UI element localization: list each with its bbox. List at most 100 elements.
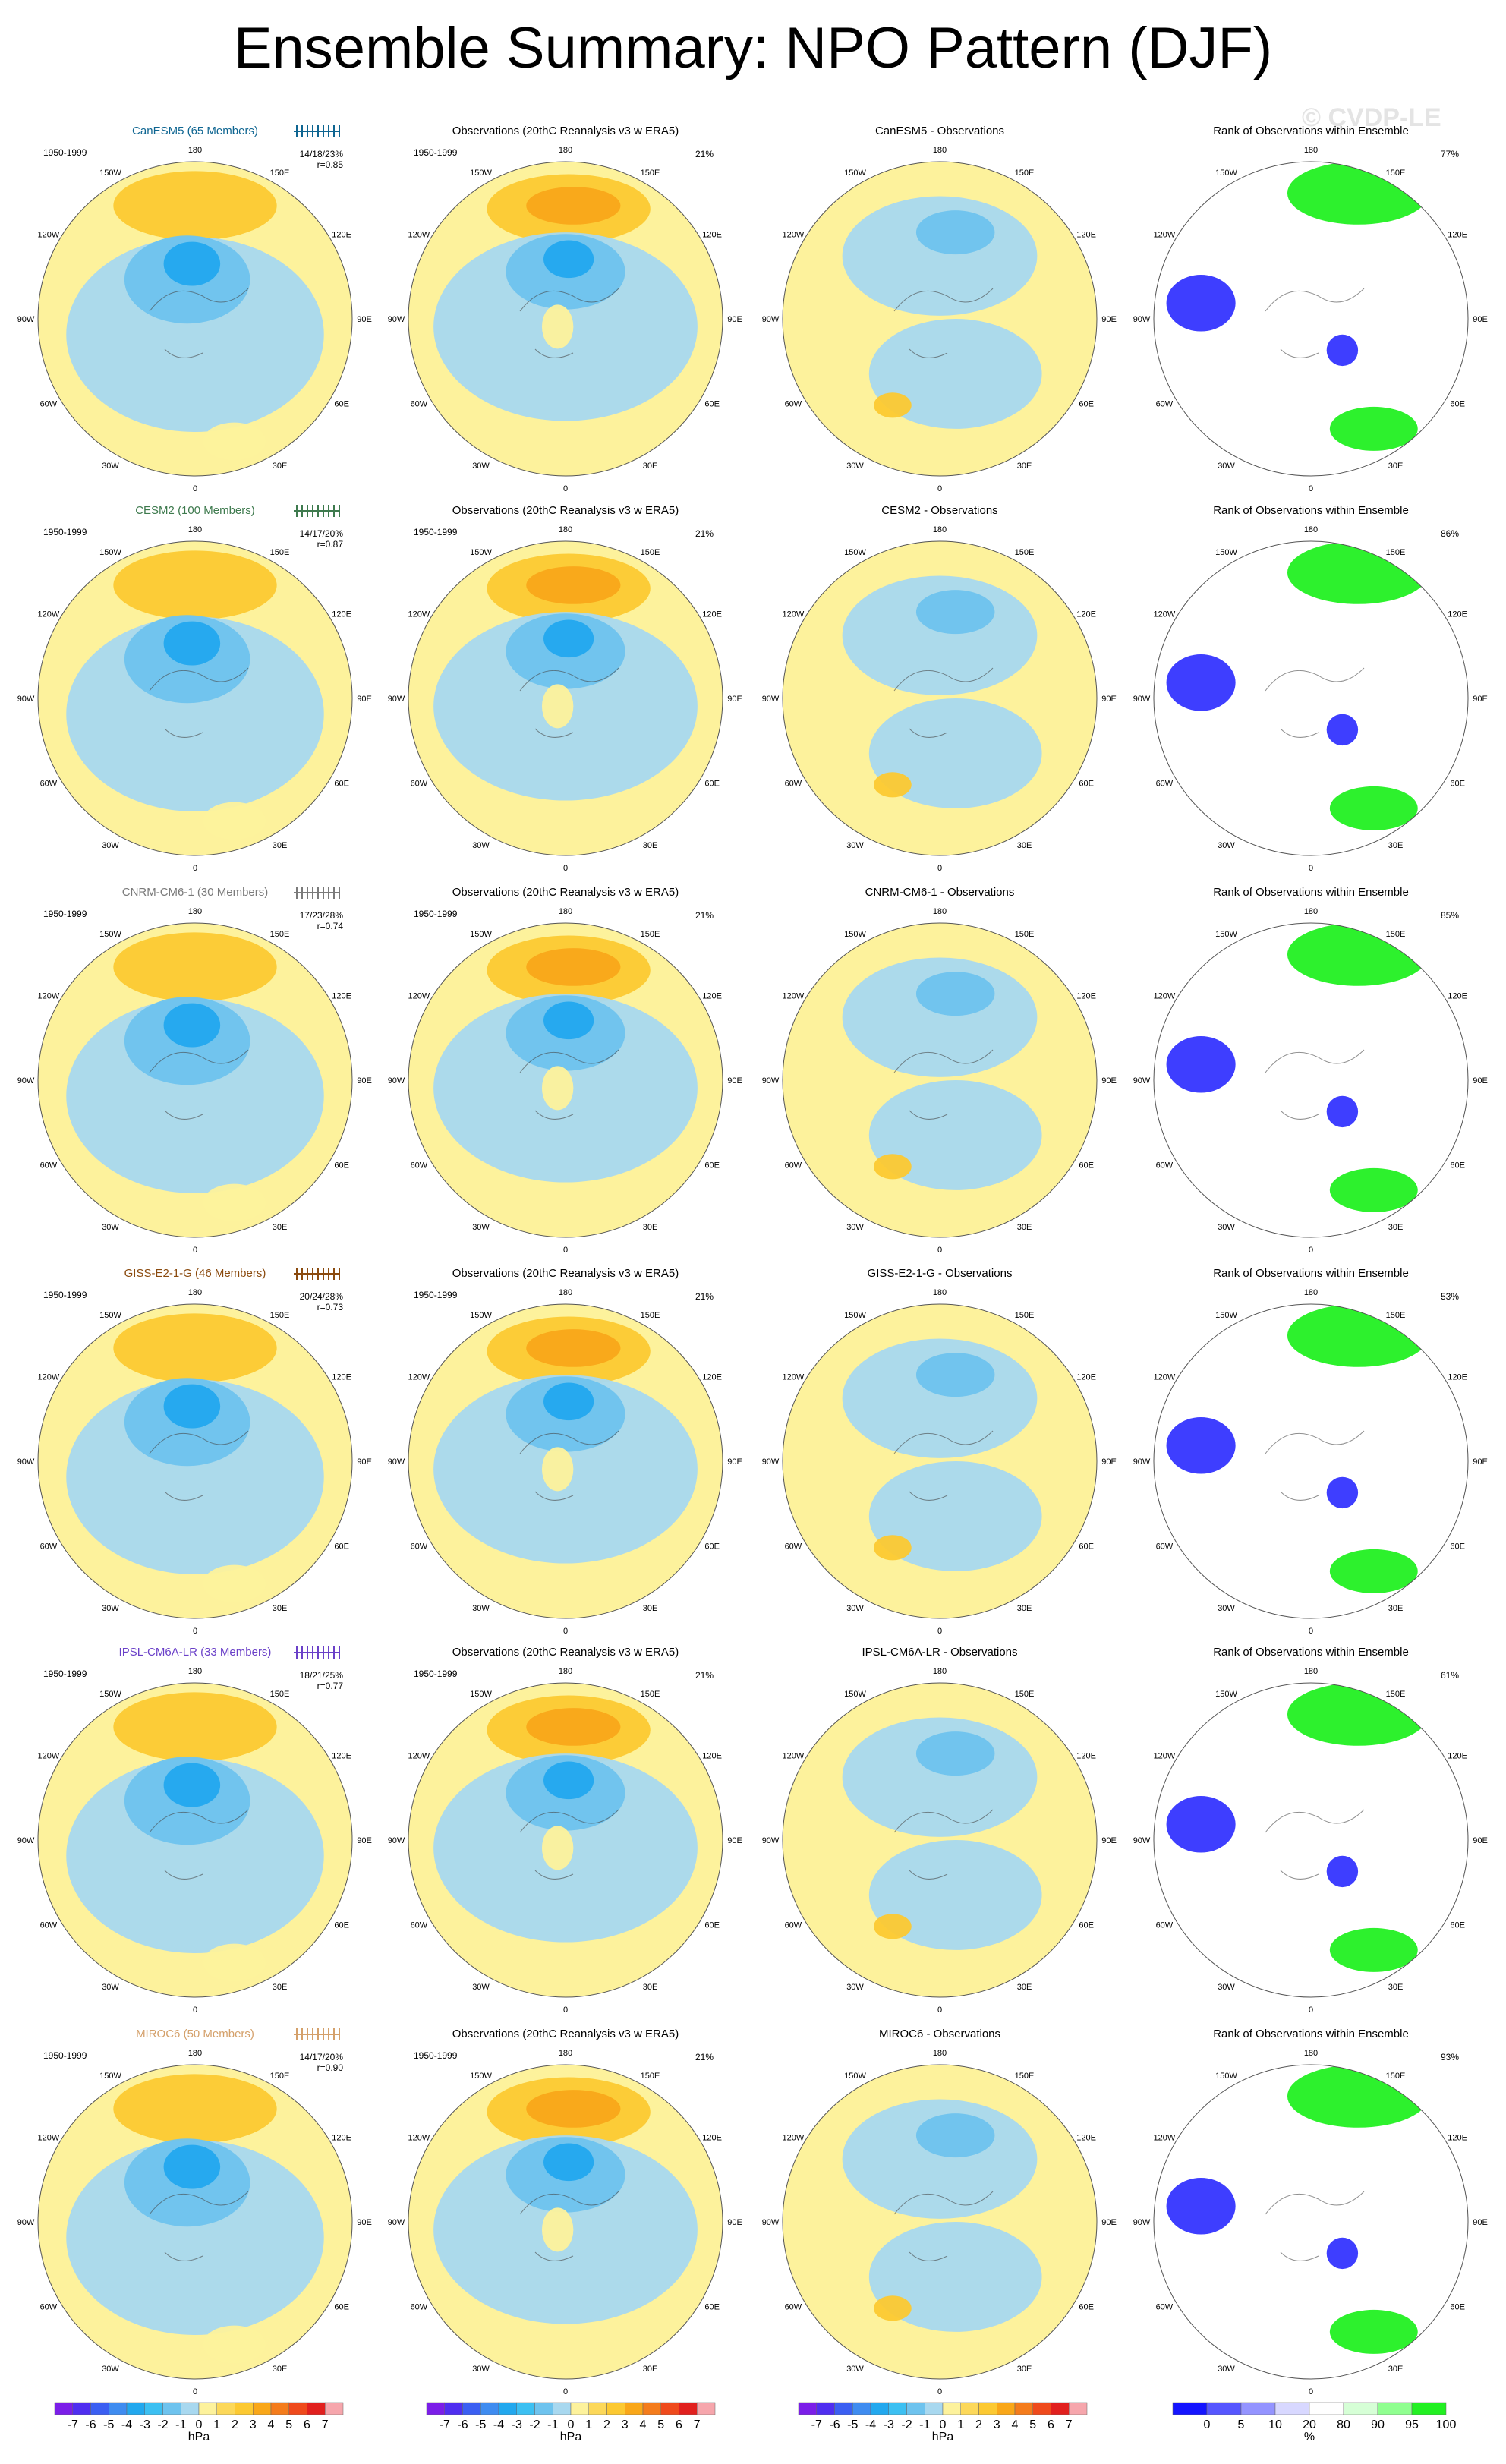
longitude-label: 90W (762, 315, 780, 324)
longitude-label: 150W (470, 930, 492, 939)
colorbar-tick-label: -1 (547, 2418, 558, 2431)
colorbar-swatch (1240, 2402, 1276, 2415)
longitude-label: 90W (1133, 1836, 1151, 1845)
obs-title: Observations (20thC Reanalysis v3 w ERA5… (452, 2028, 679, 2040)
polar-map-border (1153, 1303, 1469, 1619)
longitude-label: 90W (1133, 695, 1151, 704)
longitude-label: 120E (1448, 1373, 1467, 1382)
longitude-label: 150W (99, 930, 121, 939)
contour-region (113, 550, 277, 620)
longitude-label: 60W (1156, 780, 1174, 789)
longitude-label: 30W (102, 1223, 119, 1232)
longitude-label: 30W (472, 2365, 490, 2374)
longitude-label: 120E (1076, 231, 1096, 240)
longitude-label: 120E (1448, 2134, 1467, 2143)
contour-region (915, 210, 995, 255)
colorbar-swatch (570, 2402, 589, 2415)
longitude-label: 180 (933, 907, 947, 916)
longitude-label: 30E (643, 1983, 658, 1992)
longitude-label: 30E (1388, 841, 1404, 850)
longitude-label: 150W (844, 2072, 866, 2081)
model-title: IPSL-CM6A-LR (33 Members) (119, 1646, 272, 1659)
contour-region (526, 2090, 621, 2128)
contour-region (526, 187, 621, 225)
variance-stats: 18/21/25% (300, 1670, 344, 1681)
period-label: 1950-1999 (43, 2050, 87, 2061)
longitude-label: 150E (1015, 1311, 1035, 1320)
colorbar-swatch (1206, 2402, 1242, 2415)
colorbar-tick-label: 7 (322, 2418, 329, 2431)
colorbar-swatch (480, 2402, 499, 2415)
colorbar-swatch (462, 2402, 481, 2415)
longitude-label: 120W (1154, 231, 1176, 240)
contour-region (868, 1840, 1042, 1950)
longitude-label: 120E (1076, 1373, 1096, 1382)
pattern-correlation: r=0.87 (317, 539, 344, 550)
coastline (893, 1049, 994, 1120)
longitude-label: 150E (641, 1690, 660, 1699)
colorbar-tick-label: 4 (1012, 2418, 1019, 2431)
longitude-label: 90W (1133, 1076, 1151, 1085)
period-label: 1950-1999 (414, 147, 458, 158)
colorbar-swatch (253, 2402, 272, 2415)
contour-region (915, 1353, 995, 1397)
contour-layer (1166, 1683, 1429, 1972)
contour-region (1166, 1417, 1236, 1474)
colorbar-swatch (54, 2402, 73, 2415)
colorbar-tick-label: 2 (975, 2418, 982, 2431)
longitude-label: 90E (727, 1076, 742, 1085)
longitude-label: 120E (1076, 2134, 1096, 2143)
colorbar-tick-label: 10 (1268, 2418, 1282, 2431)
longitude-label: 60E (1079, 1161, 1094, 1171)
contour-layer (433, 1316, 698, 1564)
longitude-label: 30W (846, 841, 864, 850)
longitude-label: 150E (641, 169, 660, 178)
longitude-label: 90E (357, 1076, 372, 1085)
colorbar-tick-label: 6 (676, 2418, 682, 2431)
polar-map-background (1154, 2065, 1468, 2379)
colorbar-tick-label: -3 (512, 2418, 522, 2431)
contour-region (113, 171, 277, 241)
longitude-label: 90E (1473, 315, 1488, 324)
coastline (1265, 1430, 1365, 1501)
longitude-label: 30E (1388, 462, 1404, 471)
colorbar-tick-label: 80 (1337, 2418, 1350, 2431)
longitude-label: 90W (17, 2218, 35, 2227)
longitude-label: 90W (17, 1836, 35, 1845)
colorbar-swatch (288, 2402, 307, 2415)
coastline (1265, 2191, 1365, 2261)
colorbar-tick-label: -6 (85, 2418, 96, 2431)
longitude-label: 60W (411, 780, 428, 789)
obs-panel: Observations (20thC Reanalysis v3 w ERA5… (388, 504, 742, 873)
longitude-label: 180 (933, 525, 947, 534)
longitude-label: 120W (783, 610, 805, 619)
longitude-label: 150E (1386, 930, 1406, 939)
rank-panel-MIROC6: Rank of Observations within Ensemble 93% 1… (1133, 2028, 1488, 2396)
longitude-label: 0 (1309, 1627, 1313, 1636)
longitude-label: 90E (357, 695, 372, 704)
variance-stats: 14/17/20% (300, 528, 344, 539)
contour-region (1329, 1167, 1418, 1212)
longitude-label: 90E (1101, 1836, 1117, 1845)
longitude-label: 90E (1101, 315, 1117, 324)
rank-title: Rank of Observations within Ensemble (1213, 504, 1409, 517)
longitude-label: 60E (334, 400, 349, 409)
longitude-label: 90W (762, 1457, 780, 1467)
obs-title: Observations (20thC Reanalysis v3 w ERA5… (452, 886, 679, 899)
longitude-label: 120W (1154, 1752, 1176, 1761)
contour-region (1287, 541, 1429, 604)
colorbar-swatch (1411, 2402, 1447, 2415)
coastline (519, 667, 619, 738)
colorbar-swatch (870, 2402, 889, 2415)
longitude-label: 60W (1156, 2303, 1174, 2312)
longitude-label: 120W (38, 231, 60, 240)
longitude-label: 150E (1386, 1311, 1406, 1320)
longitude-label: 90W (17, 695, 35, 704)
longitude-label: 180 (559, 525, 572, 534)
polar-map-border (37, 161, 353, 477)
colorbar-2: -7 -6 -5 -4 -3 -2 -1 0 1 2 3 4 5 6 7 hPa (426, 2402, 716, 2444)
colorbar-swatch (997, 2402, 1016, 2415)
longitude-label: 60E (334, 1161, 349, 1171)
polar-map-border (782, 922, 1098, 1238)
longitude-label: 150W (470, 1690, 492, 1699)
